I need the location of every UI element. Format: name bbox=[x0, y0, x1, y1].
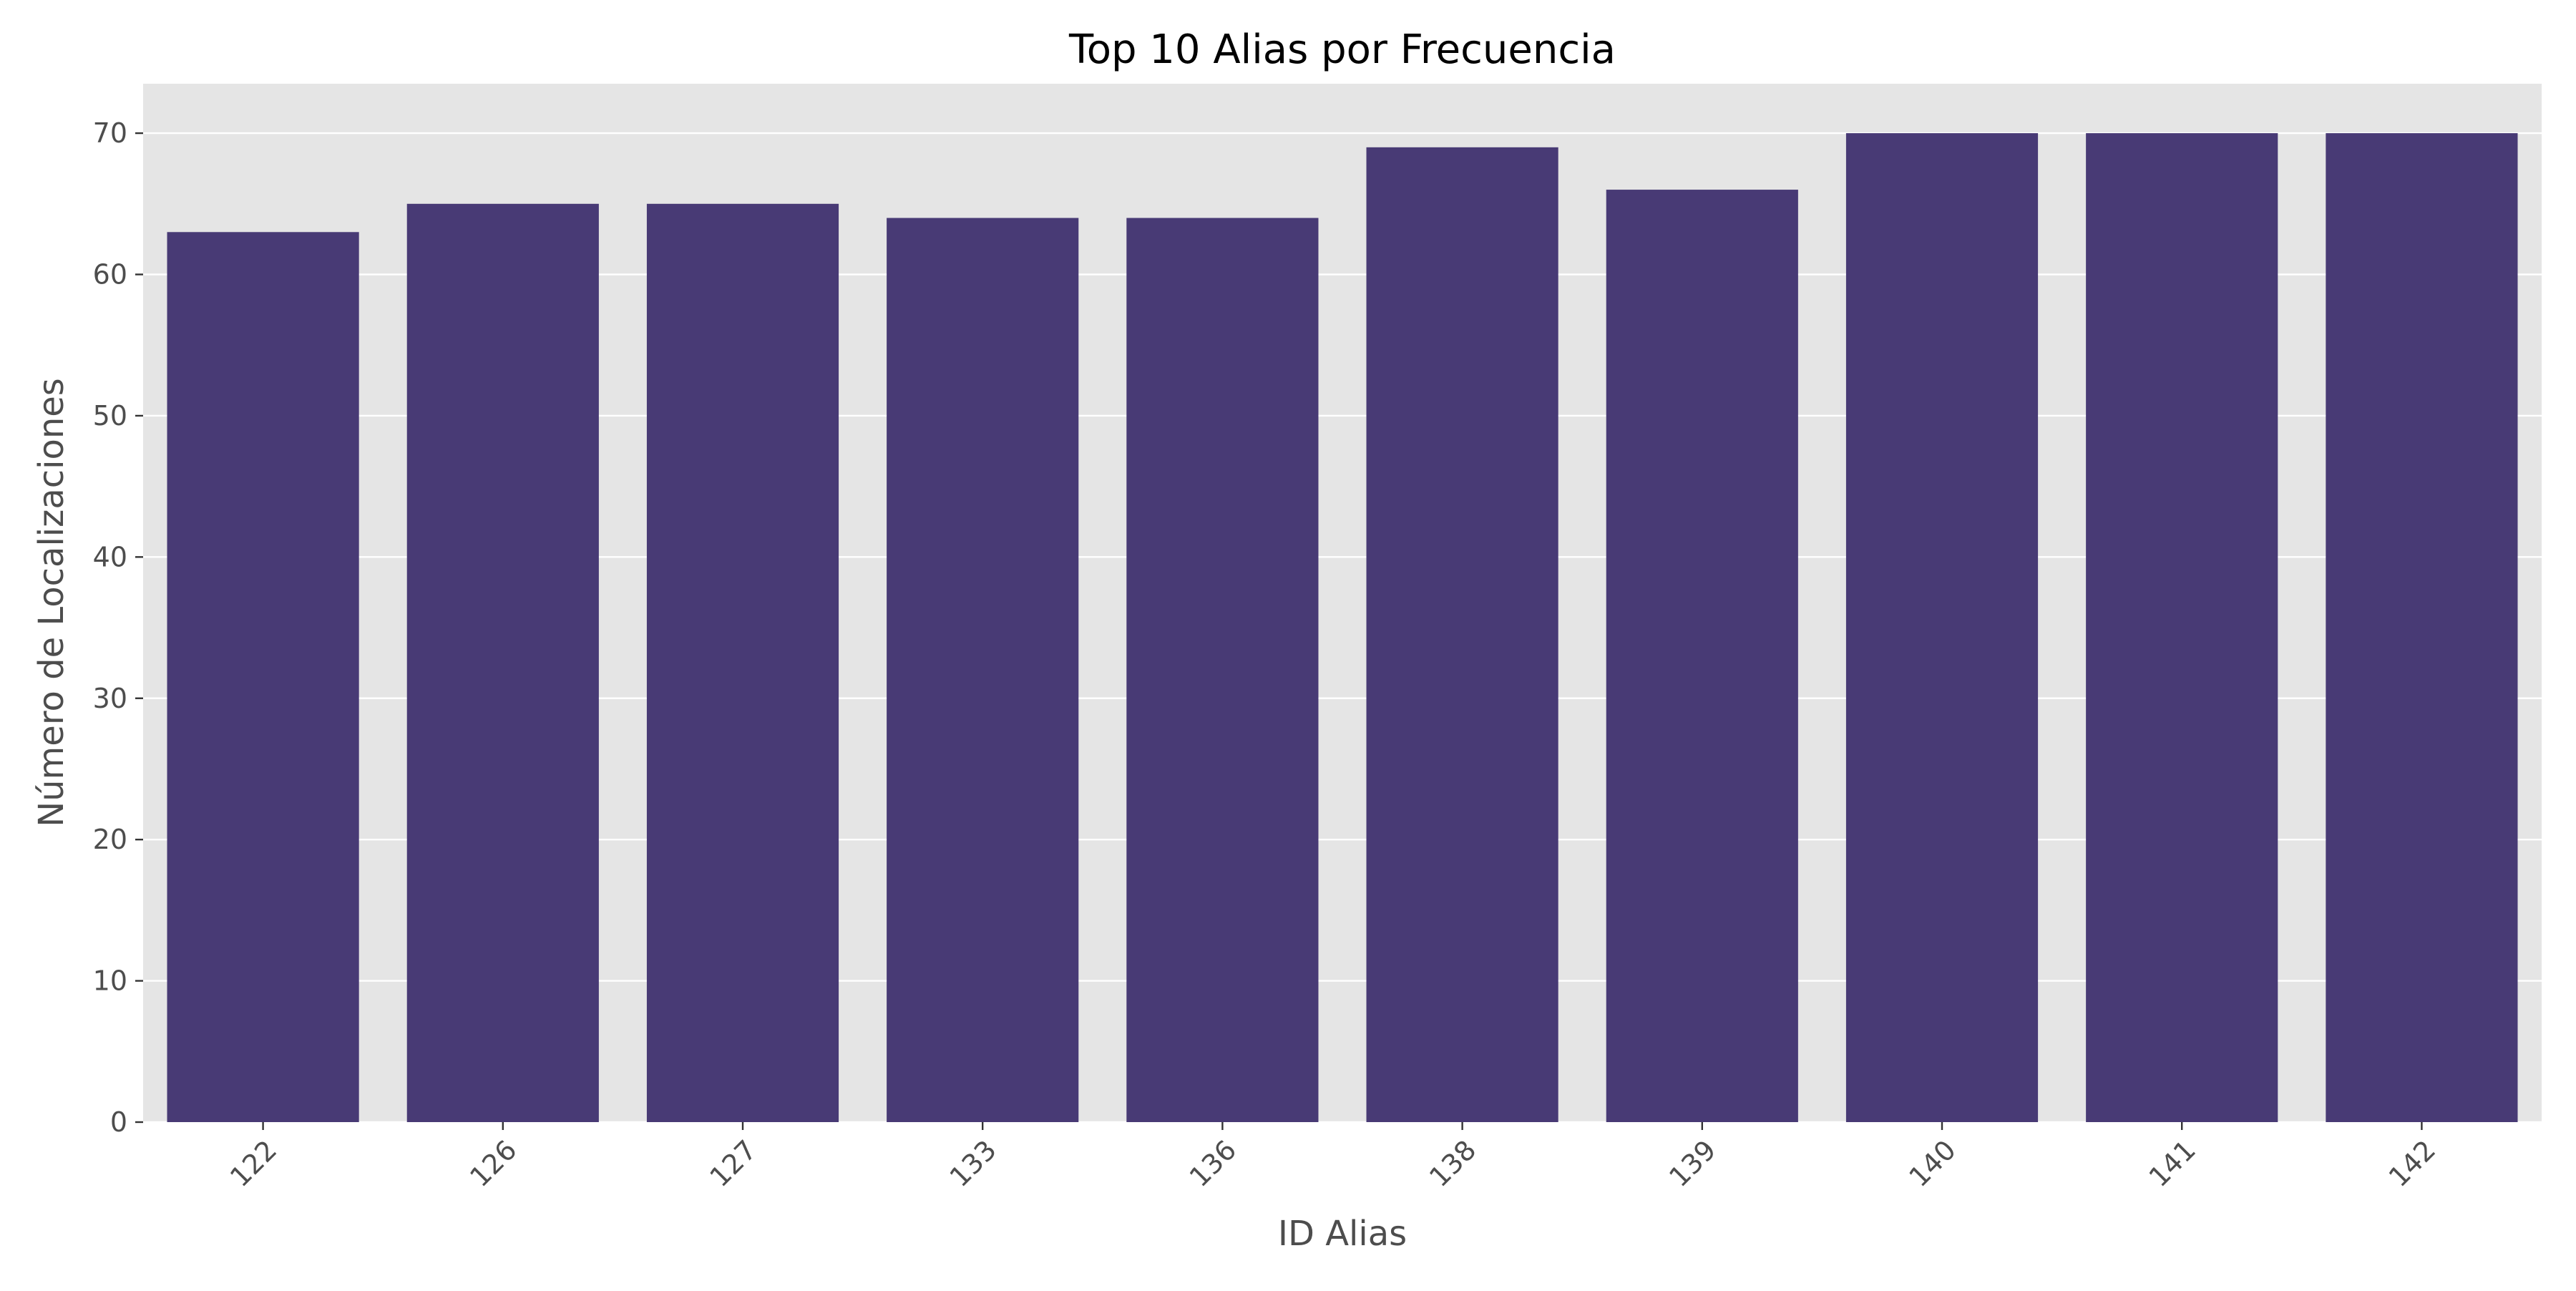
x-tick-label: 127 bbox=[703, 1134, 762, 1193]
bar-142 bbox=[2326, 133, 2518, 1123]
x-tick-label: 126 bbox=[464, 1134, 522, 1193]
bar-122 bbox=[167, 232, 359, 1123]
y-tick-label: 0 bbox=[110, 1106, 127, 1138]
x-tick-label: 139 bbox=[1663, 1134, 1722, 1193]
y-tick-label: 70 bbox=[93, 117, 127, 149]
bar-138 bbox=[1366, 147, 1558, 1123]
y-axis-label: Número de Localizaciones bbox=[31, 378, 72, 827]
x-tick-label: 142 bbox=[2383, 1134, 2441, 1193]
x-tick-label: 140 bbox=[1903, 1134, 1961, 1193]
x-tick-label: 138 bbox=[1423, 1134, 1482, 1193]
y-tick-label: 60 bbox=[93, 259, 127, 291]
x-tick-label: 136 bbox=[1184, 1134, 1242, 1193]
bar-133 bbox=[887, 218, 1079, 1123]
bar-136 bbox=[1126, 218, 1319, 1123]
x-tick-label: 133 bbox=[944, 1134, 1002, 1193]
y-tick-label: 50 bbox=[93, 400, 127, 432]
y-tick-label: 20 bbox=[93, 824, 127, 855]
bar-139 bbox=[1606, 190, 1798, 1122]
x-tick-label: 141 bbox=[2143, 1134, 2202, 1193]
chart-title: Top 10 Alias por Frecuencia bbox=[1068, 26, 1616, 73]
bar-127 bbox=[646, 203, 839, 1122]
y-tick-label: 10 bbox=[93, 965, 127, 997]
bar-141 bbox=[2086, 133, 2278, 1123]
bar-126 bbox=[406, 203, 599, 1122]
bar-140 bbox=[1845, 133, 2039, 1123]
x-axis-label: ID Alias bbox=[1278, 1214, 1407, 1254]
plot-layer: 0 10 20 30 40 50 60 70 122 126 127 133 136 138 139 140 1… bbox=[93, 84, 2542, 1193]
y-tick-label: 40 bbox=[93, 541, 127, 573]
y-tick-label: 30 bbox=[93, 683, 127, 714]
x-tick-label: 122 bbox=[224, 1134, 283, 1193]
